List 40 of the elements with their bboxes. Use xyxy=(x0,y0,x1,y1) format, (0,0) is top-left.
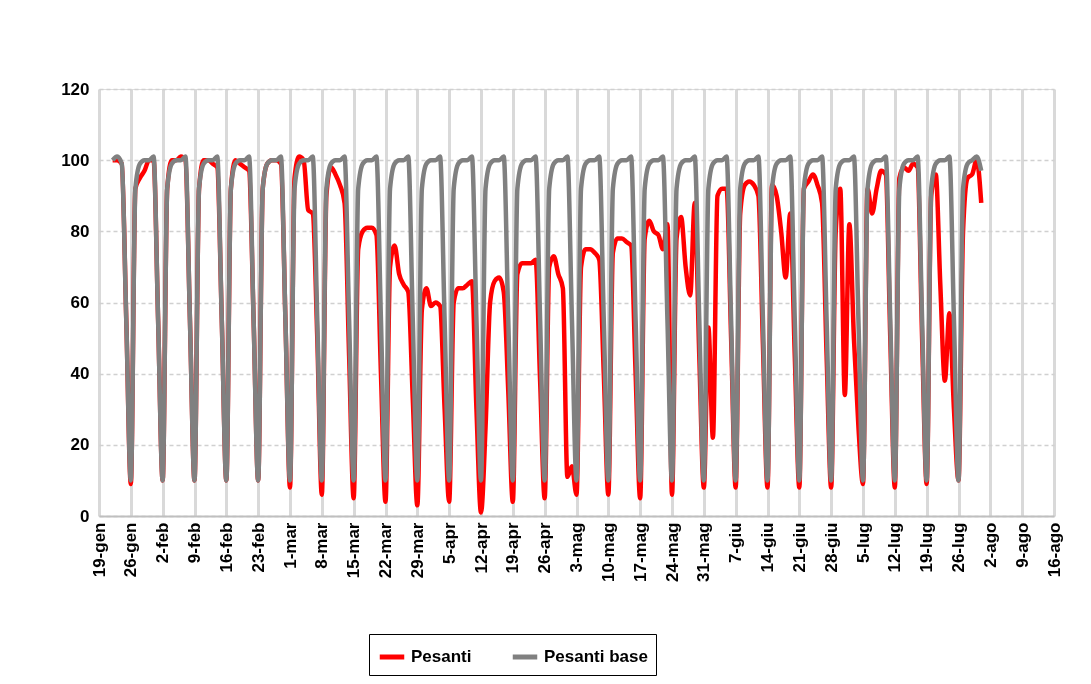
legend-label: Pesanti xyxy=(411,647,472,666)
x-tick-label: 7-giu xyxy=(726,522,746,564)
x-tick-label: 5-apr xyxy=(439,522,459,565)
x-tick-label: 19-apr xyxy=(503,522,523,574)
y-tick-label: 40 xyxy=(70,364,90,384)
y-tick-label: 60 xyxy=(70,293,90,312)
x-tick-label: 19-gen xyxy=(89,522,109,578)
x-tick-label: 5-lug xyxy=(853,522,873,564)
y-tick-label: 20 xyxy=(70,435,90,455)
x-tick-label: 26-lug xyxy=(949,522,968,573)
x-tick-label: 23-feb xyxy=(248,522,268,573)
x-tick-label: 8-mar xyxy=(312,522,332,569)
x-tick-label: 17-mag xyxy=(630,522,650,583)
x-tick-label: 10-mag xyxy=(598,522,618,583)
y-tick-label: 0 xyxy=(80,506,90,526)
x-tick-label: 16-ago xyxy=(1044,522,1064,578)
x-tick-label: 26-gen xyxy=(121,522,141,578)
x-tick-label: 24-mag xyxy=(662,522,682,583)
x-tick-label: 26-apr xyxy=(535,522,555,574)
y-tick-label: 100 xyxy=(61,150,90,170)
x-tick-label: 1-mar xyxy=(280,522,300,569)
y-tick-label: 120 xyxy=(61,79,90,99)
x-tick-label: 16-feb xyxy=(216,522,236,573)
x-tick-label: 9-ago xyxy=(1012,522,1032,568)
x-tick-label: 28-giu xyxy=(821,522,841,573)
x-tick-label: 22-mar xyxy=(376,522,395,579)
x-tick-label: 31-mag xyxy=(694,522,714,583)
x-tick-label: 14-giu xyxy=(758,522,777,573)
x-tick-label: 12-apr xyxy=(471,522,491,574)
y-tick-label: 80 xyxy=(70,221,90,241)
x-tick-label: 21-giu xyxy=(789,522,809,573)
x-tick-label: 29-mar xyxy=(407,522,427,579)
x-tick-label: 2-feb xyxy=(153,522,173,564)
x-tick-label: 3-mag xyxy=(567,522,586,573)
x-tick-label: 9-feb xyxy=(185,522,204,564)
x-tick-label: 12-lug xyxy=(885,522,905,573)
legend-label: Pesanti base xyxy=(544,647,648,666)
x-tick-label: 2-ago xyxy=(980,522,1000,568)
x-tick-label: 19-lug xyxy=(917,522,937,573)
x-tick-label: 15-mar xyxy=(344,522,364,579)
